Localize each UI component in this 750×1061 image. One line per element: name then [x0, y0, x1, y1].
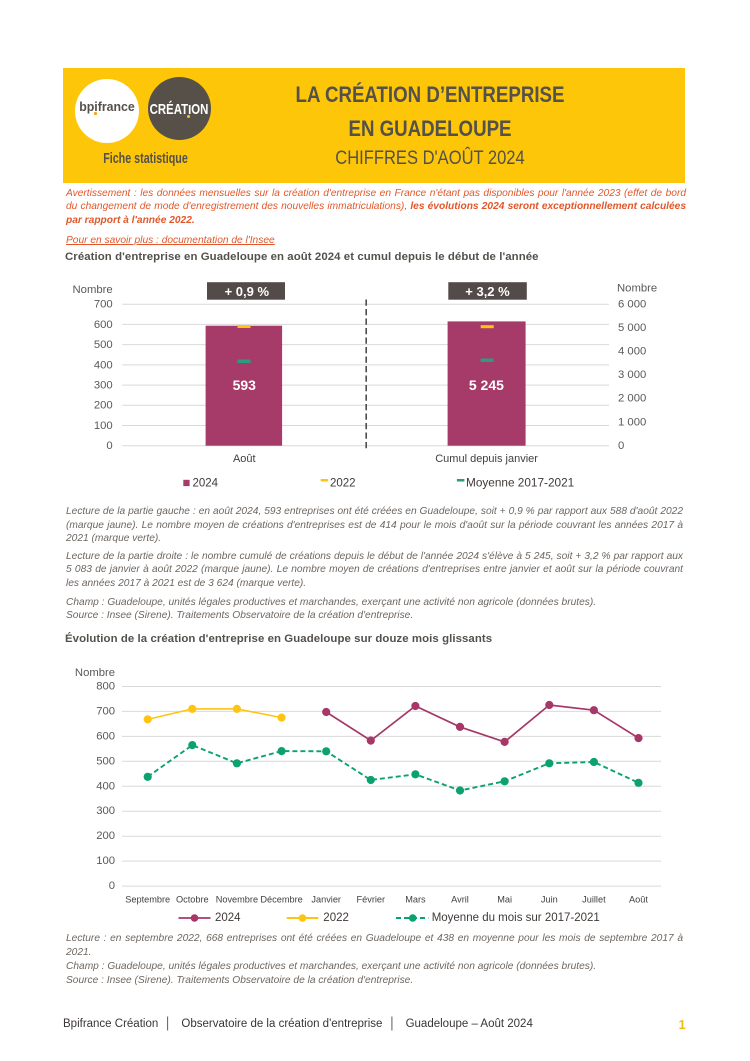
svg-text:700: 700 — [94, 299, 113, 311]
svg-text:0: 0 — [109, 880, 115, 892]
svg-text:100: 100 — [94, 420, 113, 432]
svg-text:Juillet: Juillet — [582, 894, 606, 904]
svg-text:Avril: Avril — [451, 894, 469, 904]
svg-text:Moyenne 2017-2021: Moyenne 2017-2021 — [466, 475, 574, 489]
svg-text:Nombre: Nombre — [75, 667, 115, 679]
svg-text:+ 0,9 %: + 0,9 % — [225, 284, 270, 299]
svg-text:+ 3,2 %: + 3,2 % — [465, 284, 510, 299]
svg-text:Août: Août — [629, 894, 648, 904]
svg-text:300: 300 — [94, 380, 113, 392]
svg-text:593: 593 — [233, 377, 257, 393]
svg-text:500: 500 — [94, 339, 113, 351]
svg-text:4 000: 4 000 — [618, 346, 646, 358]
svg-text:Juin: Juin — [541, 894, 558, 904]
svg-text:Décembre: Décembre — [260, 894, 302, 904]
svg-text:800: 800 — [96, 681, 115, 693]
svg-text:100: 100 — [96, 855, 115, 867]
svg-text:700: 700 — [96, 705, 115, 717]
svg-text:2022: 2022 — [323, 912, 349, 924]
svg-text:600: 600 — [94, 319, 113, 331]
svg-text:Nombre: Nombre — [617, 283, 657, 295]
svg-text:Janvier: Janvier — [311, 894, 341, 904]
svg-text:1 000: 1 000 — [618, 416, 646, 428]
svg-text:Février: Février — [357, 894, 386, 904]
svg-text:0: 0 — [106, 440, 112, 452]
svg-text:3 000: 3 000 — [618, 369, 646, 381]
svg-text:5 000: 5 000 — [618, 322, 646, 334]
svg-text:200: 200 — [96, 830, 115, 842]
svg-text:600: 600 — [96, 730, 115, 742]
svg-text:400: 400 — [96, 780, 115, 792]
svg-text:Août: Août — [233, 453, 256, 465]
svg-text:0: 0 — [618, 440, 624, 452]
svg-text:200: 200 — [94, 400, 113, 412]
svg-text:2 000: 2 000 — [618, 393, 646, 405]
svg-text:Novembre: Novembre — [216, 894, 258, 904]
svg-text:Cumul depuis janvier: Cumul depuis janvier — [435, 453, 538, 465]
svg-text:Mars: Mars — [405, 894, 426, 904]
svg-text:500: 500 — [96, 755, 115, 767]
svg-text:300: 300 — [96, 805, 115, 817]
svg-text:Septembre: Septembre — [125, 894, 170, 904]
svg-text:Moyenne du mois sur 2017-2021: Moyenne du mois sur 2017-2021 — [432, 912, 600, 924]
svg-text:Octobre: Octobre — [176, 894, 209, 904]
svg-text:2024: 2024 — [215, 912, 241, 924]
svg-text:5 245: 5 245 — [469, 377, 504, 393]
svg-text:2022: 2022 — [330, 477, 356, 489]
svg-text:400: 400 — [94, 359, 113, 371]
svg-text:2024: 2024 — [193, 477, 219, 489]
svg-text:6 000: 6 000 — [618, 298, 646, 310]
svg-text:Mai: Mai — [497, 894, 512, 904]
svg-text:Nombre: Nombre — [73, 284, 113, 296]
